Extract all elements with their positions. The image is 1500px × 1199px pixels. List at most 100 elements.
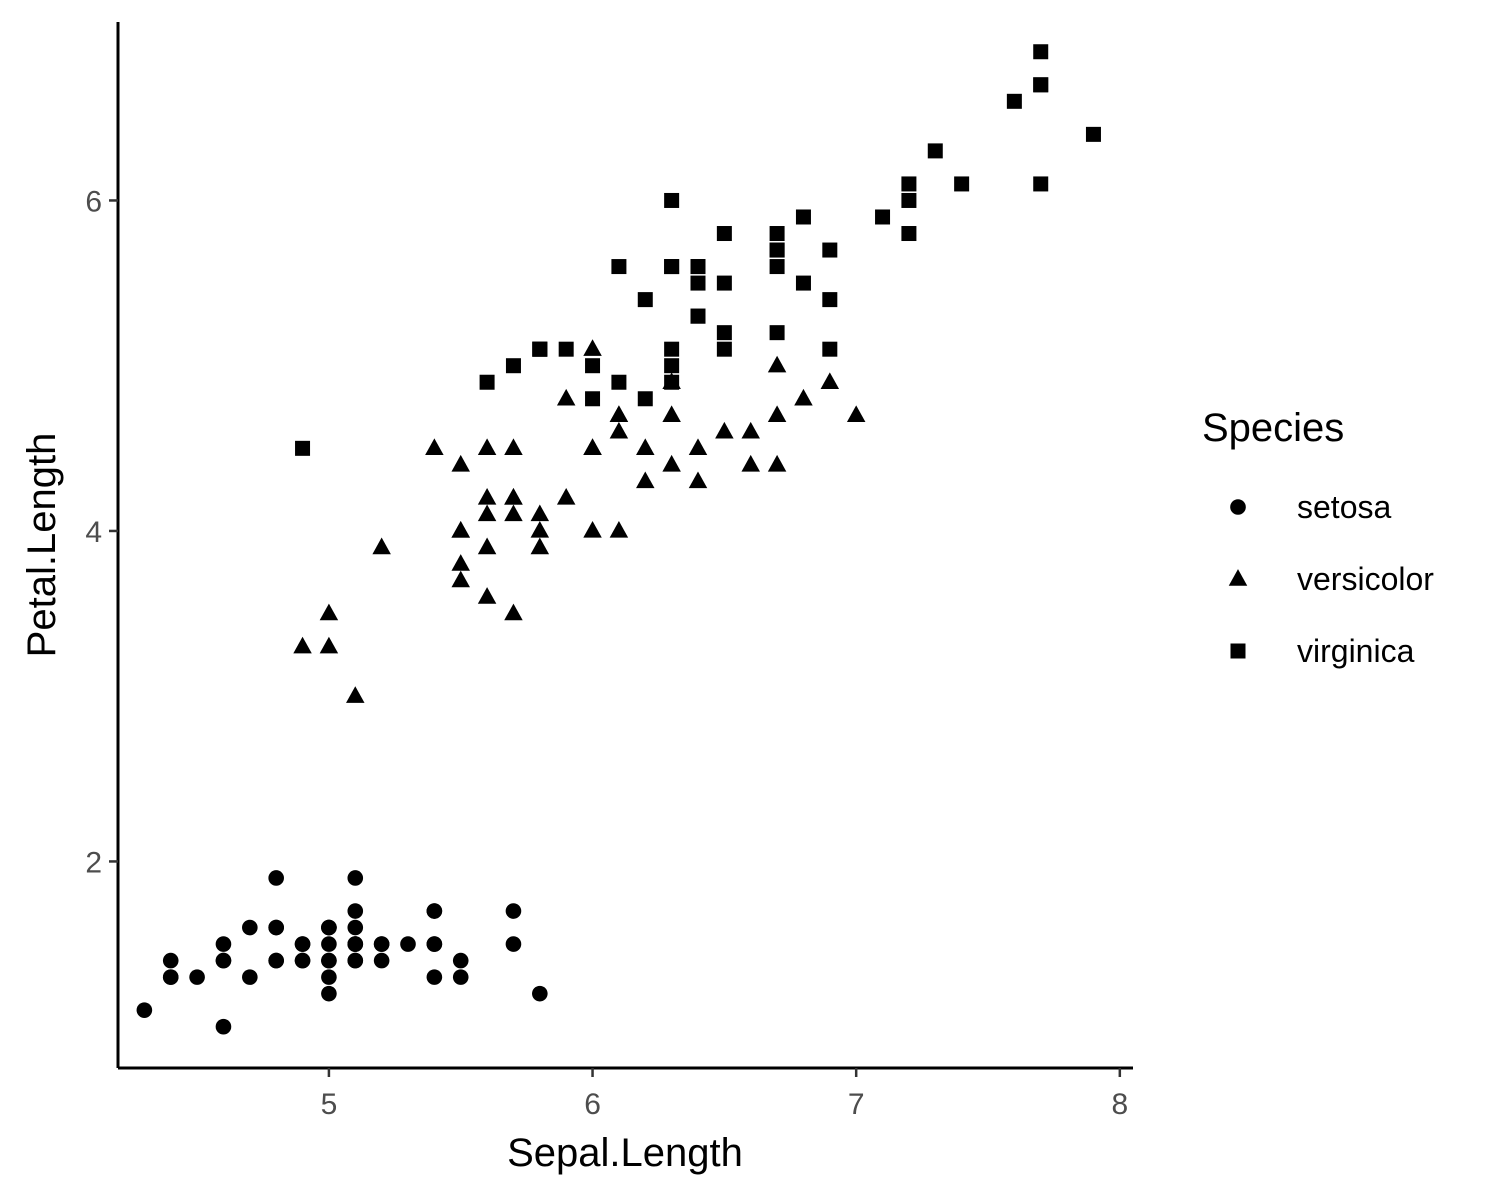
point-setosa bbox=[347, 903, 364, 919]
legend-key-virginica bbox=[1230, 643, 1246, 659]
point-virginica bbox=[479, 374, 495, 390]
point-setosa bbox=[215, 952, 232, 969]
point-setosa bbox=[268, 952, 284, 969]
point-virginica bbox=[901, 176, 917, 192]
point-virginica bbox=[901, 226, 917, 242]
legend-items: setosa versicolor virginica bbox=[1228, 489, 1434, 669]
point-virginica bbox=[1033, 176, 1049, 192]
point-virginica bbox=[664, 259, 680, 275]
point-setosa bbox=[268, 919, 284, 936]
point-virginica bbox=[822, 341, 838, 357]
point-virginica bbox=[1006, 93, 1022, 109]
point-versicolor bbox=[451, 521, 470, 538]
point-versicolor bbox=[425, 438, 444, 456]
point-setosa bbox=[321, 952, 337, 969]
point-versicolor bbox=[583, 438, 602, 456]
point-versicolor bbox=[451, 570, 470, 588]
point-setosa bbox=[268, 870, 284, 886]
point-virginica bbox=[664, 358, 680, 374]
y-tick-label: 4 bbox=[85, 516, 102, 549]
point-versicolor bbox=[636, 438, 655, 456]
point-versicolor bbox=[346, 686, 365, 703]
x-axis-title: Sepal.Length bbox=[507, 1131, 743, 1175]
point-setosa bbox=[505, 903, 522, 919]
x-tick-label: 7 bbox=[848, 1088, 865, 1121]
point-virginica bbox=[505, 358, 521, 374]
point-virginica bbox=[690, 275, 706, 291]
legend-label-versicolor: versicolor bbox=[1297, 561, 1434, 597]
y-axis-ticks: 2 4 6 bbox=[85, 185, 118, 879]
point-setosa bbox=[452, 952, 469, 969]
legend-key-versicolor bbox=[1228, 569, 1248, 586]
point-versicolor bbox=[609, 521, 629, 538]
point-virginica bbox=[927, 143, 943, 159]
point-virginica bbox=[558, 341, 574, 357]
legend-key-setosa bbox=[1230, 499, 1246, 515]
point-virginica bbox=[716, 226, 732, 242]
point-setosa bbox=[426, 936, 443, 952]
point-versicolor bbox=[477, 537, 497, 555]
point-versicolor bbox=[820, 372, 840, 389]
point-versicolor bbox=[556, 487, 576, 505]
point-virginica bbox=[795, 209, 811, 225]
point-setosa bbox=[505, 936, 522, 952]
point-setosa bbox=[347, 919, 364, 936]
point-versicolor bbox=[530, 504, 550, 522]
point-versicolor bbox=[609, 421, 629, 439]
point-setosa bbox=[373, 952, 390, 969]
point-virginica bbox=[716, 325, 732, 341]
point-virginica bbox=[769, 226, 785, 242]
point-virginica bbox=[690, 259, 706, 275]
legend-label-setosa: setosa bbox=[1297, 489, 1391, 525]
point-versicolor bbox=[556, 388, 576, 406]
point-versicolor bbox=[504, 603, 523, 621]
point-setosa bbox=[426, 969, 443, 985]
point-virginica bbox=[822, 242, 838, 258]
point-versicolor bbox=[530, 521, 550, 538]
point-versicolor bbox=[662, 405, 681, 423]
y-tick-label: 6 bbox=[85, 185, 102, 218]
point-virginica bbox=[1085, 126, 1101, 142]
point-versicolor bbox=[372, 537, 391, 555]
point-versicolor bbox=[583, 339, 602, 356]
points-layer bbox=[136, 44, 1101, 1035]
point-virginica bbox=[637, 292, 653, 308]
point-versicolor bbox=[451, 554, 470, 571]
point-virginica bbox=[822, 292, 838, 308]
x-tick-label: 5 bbox=[321, 1088, 338, 1121]
point-virginica bbox=[532, 341, 548, 357]
point-versicolor bbox=[662, 454, 681, 472]
point-virginica bbox=[954, 176, 970, 192]
point-virginica bbox=[875, 209, 891, 225]
point-versicolor bbox=[319, 636, 339, 654]
point-versicolor bbox=[741, 454, 760, 472]
legend-label-virginica: virginica bbox=[1297, 633, 1415, 669]
point-virginica bbox=[716, 275, 732, 291]
point-versicolor bbox=[688, 471, 708, 489]
point-virginica bbox=[690, 308, 706, 324]
point-virginica bbox=[769, 242, 785, 258]
point-versicolor bbox=[688, 438, 708, 456]
point-setosa bbox=[162, 952, 179, 969]
point-setosa bbox=[162, 969, 179, 985]
point-virginica bbox=[716, 341, 732, 357]
point-setosa bbox=[532, 985, 548, 1002]
point-versicolor bbox=[741, 421, 760, 439]
y-tick-label: 2 bbox=[85, 846, 102, 879]
point-versicolor bbox=[715, 421, 734, 439]
point-versicolor bbox=[504, 438, 523, 456]
point-virginica bbox=[611, 374, 627, 390]
point-setosa bbox=[189, 969, 205, 985]
point-virginica bbox=[664, 192, 680, 208]
point-versicolor bbox=[636, 471, 655, 489]
point-versicolor bbox=[477, 487, 497, 505]
point-versicolor bbox=[767, 405, 787, 423]
point-versicolor bbox=[477, 587, 497, 604]
point-virginica bbox=[664, 374, 680, 390]
point-versicolor bbox=[504, 504, 523, 522]
point-virginica bbox=[795, 275, 811, 291]
point-virginica bbox=[295, 440, 311, 456]
point-versicolor bbox=[504, 487, 523, 505]
point-virginica bbox=[1033, 77, 1049, 93]
